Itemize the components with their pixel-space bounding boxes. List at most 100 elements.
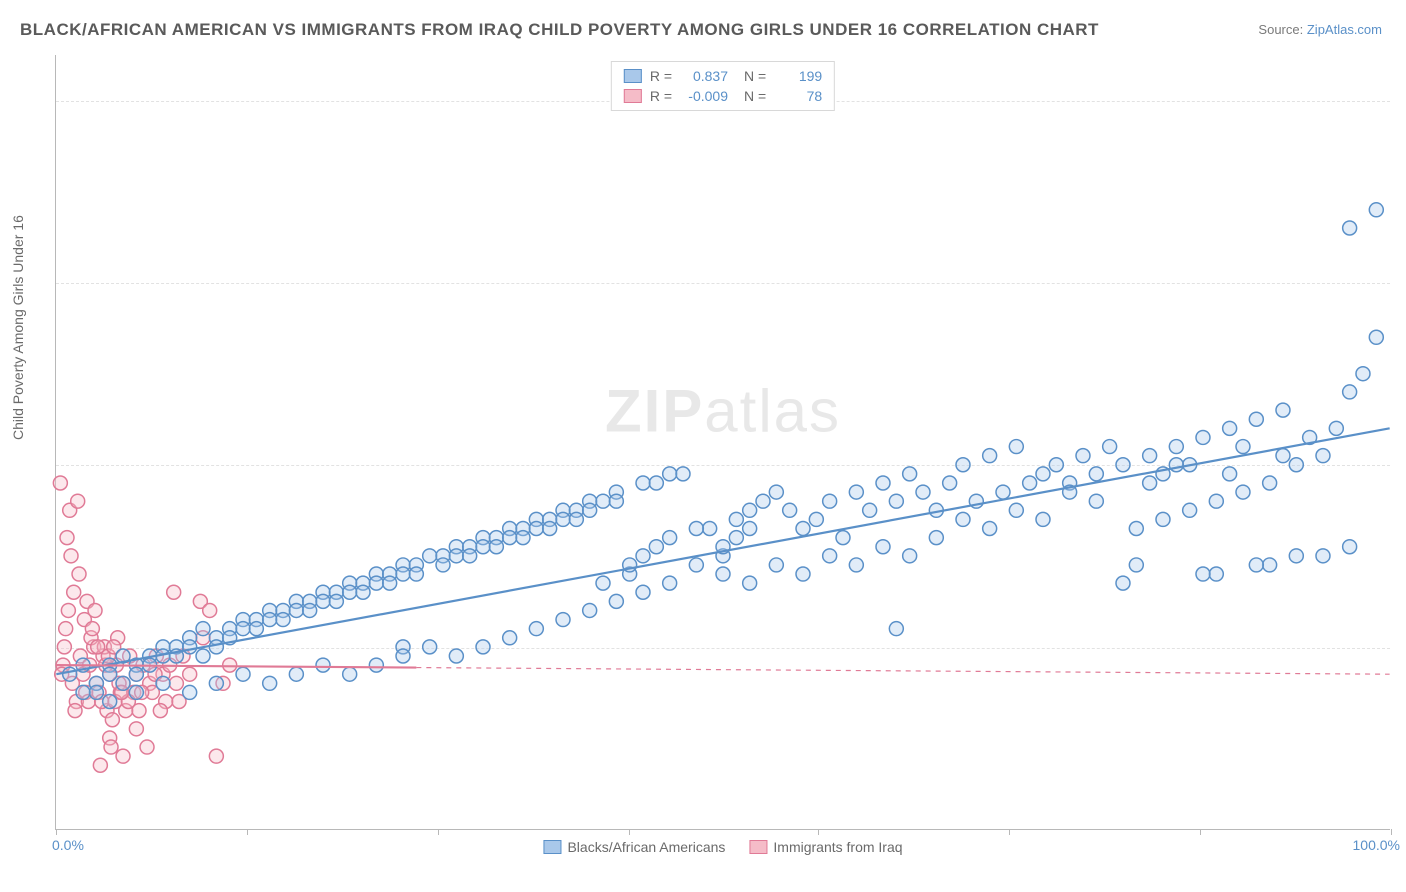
data-point (61, 603, 75, 617)
x-tick-mark (629, 829, 630, 835)
data-point (203, 603, 217, 617)
swatch-icon (624, 69, 642, 83)
data-point (849, 485, 863, 499)
data-point (1169, 440, 1183, 454)
data-point (983, 522, 997, 536)
data-point (167, 585, 181, 599)
data-point (89, 685, 103, 699)
data-point (609, 494, 623, 508)
data-point (289, 603, 303, 617)
data-point (369, 658, 383, 672)
data-point (769, 485, 783, 499)
data-point (1129, 522, 1143, 536)
data-point (236, 667, 250, 681)
source-label: Source: (1258, 22, 1303, 37)
data-point (663, 576, 677, 590)
data-point (316, 594, 330, 608)
data-point (103, 667, 117, 681)
data-point (93, 758, 107, 772)
data-point (756, 494, 770, 508)
data-point (1183, 503, 1197, 517)
r-label: R = (650, 88, 672, 104)
data-point (863, 503, 877, 517)
data-point (423, 640, 437, 654)
data-point (1009, 440, 1023, 454)
data-point (663, 467, 677, 481)
data-point (343, 585, 357, 599)
data-point (183, 667, 197, 681)
data-point (64, 549, 78, 563)
data-point (1263, 558, 1277, 572)
data-point (1356, 367, 1370, 381)
data-point (103, 695, 117, 709)
data-point (196, 622, 210, 636)
stats-row: R = -0.009 N = 78 (624, 86, 822, 106)
n-label: N = (744, 68, 766, 84)
data-point (476, 640, 490, 654)
data-point (153, 704, 167, 718)
data-point (196, 649, 210, 663)
data-point (1249, 558, 1263, 572)
x-tick-mark (56, 829, 57, 835)
data-point (140, 740, 154, 754)
data-point (369, 576, 383, 590)
data-point (743, 576, 757, 590)
x-tick-mark (1391, 829, 1392, 835)
data-point (1209, 494, 1223, 508)
y-axis-label: Child Poverty Among Girls Under 16 (10, 215, 26, 440)
data-point (67, 585, 81, 599)
data-point (72, 567, 86, 581)
data-point (1196, 567, 1210, 581)
data-point (1143, 449, 1157, 463)
n-value: 199 (774, 68, 822, 84)
source-attribution: Source: ZipAtlas.com (1258, 22, 1382, 37)
data-point (1049, 458, 1063, 472)
data-point (396, 649, 410, 663)
data-point (769, 558, 783, 572)
data-point (596, 494, 610, 508)
scatter-layer (56, 55, 1390, 829)
data-point (823, 549, 837, 563)
data-point (996, 485, 1010, 499)
data-point (956, 458, 970, 472)
data-point (68, 704, 82, 718)
data-point (689, 558, 703, 572)
data-point (436, 558, 450, 572)
data-point (71, 494, 85, 508)
data-point (396, 567, 410, 581)
swatch-icon (749, 840, 767, 854)
data-point (59, 622, 73, 636)
data-point (1369, 330, 1383, 344)
data-point (183, 685, 197, 699)
data-point (1343, 221, 1357, 235)
data-point (1276, 449, 1290, 463)
data-point (489, 540, 503, 554)
x-tick-mark (247, 829, 248, 835)
data-point (943, 476, 957, 490)
data-point (1343, 540, 1357, 554)
data-point (236, 622, 250, 636)
data-point (329, 594, 343, 608)
x-tick-mark (818, 829, 819, 835)
data-point (809, 512, 823, 526)
data-point (1263, 476, 1277, 490)
data-point (716, 567, 730, 581)
r-label: R = (650, 68, 672, 84)
source-link[interactable]: ZipAtlas.com (1307, 22, 1382, 37)
data-point (1009, 503, 1023, 517)
data-point (1116, 458, 1130, 472)
data-point (1156, 512, 1170, 526)
data-point (636, 549, 650, 563)
data-point (796, 522, 810, 536)
data-point (836, 531, 850, 545)
data-point (263, 676, 277, 690)
data-point (703, 522, 717, 536)
data-point (903, 549, 917, 563)
data-point (105, 713, 119, 727)
data-point (1076, 449, 1090, 463)
data-point (76, 685, 90, 699)
data-point (1036, 512, 1050, 526)
data-point (53, 476, 67, 490)
data-point (889, 622, 903, 636)
legend-label: Blacks/African Americans (567, 839, 725, 855)
